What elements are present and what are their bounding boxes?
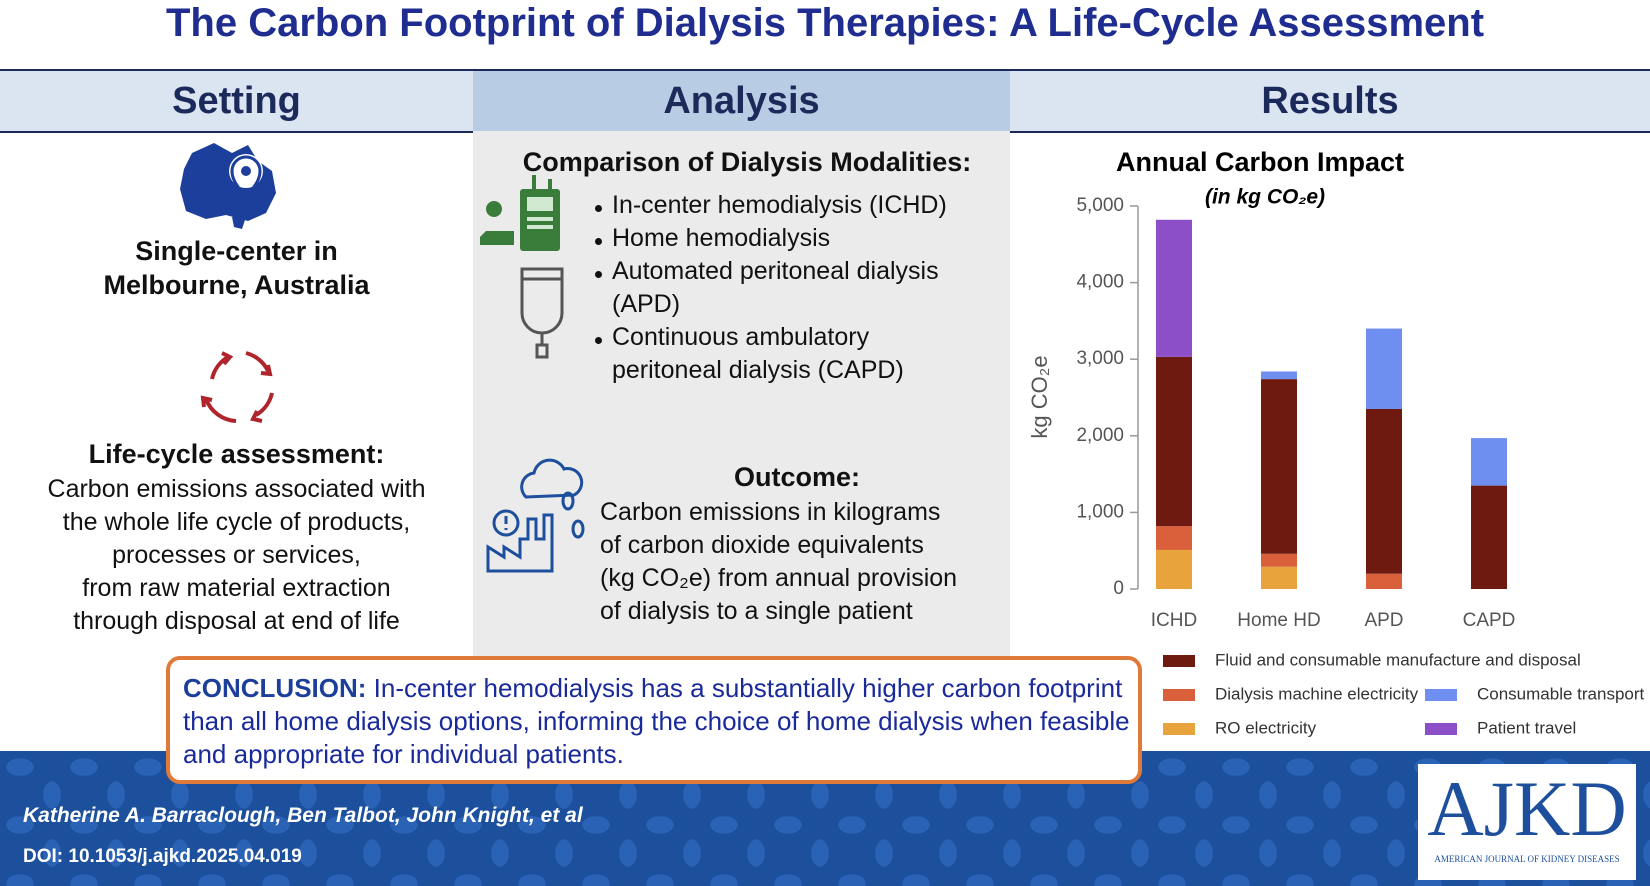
bar-segment [1366, 408, 1402, 574]
icons [180, 143, 585, 573]
conclusion-label: CONCLUSION: [183, 673, 367, 703]
bag-icon [520, 267, 564, 359]
legend-label: Patient travel [1477, 718, 1576, 737]
bar-segment [1261, 553, 1297, 567]
x-tick-label: APD [1364, 610, 1403, 631]
journal-name: AMERICAN JOURNAL OF KIDNEY DISEASES [1434, 854, 1620, 864]
chart: Annual Carbon Impact (in kg CO₂e) kg CO₂… [1027, 147, 1645, 737]
comparison-title: Comparison of Dialysis Modalities: [522, 147, 972, 177]
bar-segment [1156, 356, 1192, 527]
bar-segment [1261, 566, 1297, 589]
bar-segment [1156, 526, 1192, 550]
outcome-title: Outcome: [733, 462, 860, 492]
location: Melbourne, Australia [103, 270, 370, 300]
australia-icon [180, 143, 276, 229]
modality: In-center hemodialysis (ICHD) [612, 191, 947, 219]
bar-segment [1366, 328, 1402, 409]
legend-label: Consumable transport [1477, 684, 1645, 703]
logo-text: AJKD [1427, 765, 1627, 852]
y-tick-label: 5,000 [1076, 195, 1124, 216]
modality: (APD) [612, 290, 681, 318]
authors: Katherine A. Barraclough, Ben Talbot, Jo… [23, 804, 583, 827]
emission-icon [486, 458, 585, 573]
y-tick-label: 2,000 [1076, 425, 1124, 446]
outcome-line: of carbon dioxide equivalents [600, 531, 924, 559]
y-tick-label: 4,000 [1076, 272, 1124, 293]
journal-logo: AJKD AMERICAN JOURNAL OF KIDNEY DISEASES [1418, 764, 1636, 880]
column-header: Analysis [473, 69, 1010, 133]
bar-segment [1156, 549, 1192, 589]
x-tick-label: CAPD [1463, 610, 1516, 631]
legend-label: RO electricity [1215, 718, 1317, 737]
bar-segment [1261, 379, 1297, 554]
cycle-icon [200, 351, 274, 423]
outcome-line: Carbon emissions in kilograms [600, 498, 941, 526]
method-line: the whole life cycle of products, [62, 508, 411, 536]
y-axis-label: kg CO₂e [1027, 355, 1052, 438]
bullet [595, 238, 602, 245]
legend-swatch [1163, 723, 1195, 735]
location: Single-center in [135, 236, 338, 266]
bar-segment [1471, 485, 1507, 589]
conclusion-box [166, 656, 1142, 784]
machine-icon [480, 175, 560, 251]
y-tick-label: 3,000 [1076, 348, 1124, 369]
outcome-line: of dialysis to a single patient [600, 597, 913, 625]
y-tick-label: 0 [1113, 578, 1124, 599]
column-header: Results [1010, 69, 1650, 133]
analysis-panel [473, 131, 1010, 656]
bullet [595, 205, 602, 212]
bar-segment [1471, 438, 1507, 486]
x-tick-label: ICHD [1151, 610, 1197, 631]
bullet [595, 337, 602, 344]
legend-swatch [1425, 689, 1457, 701]
modality: Automated peritoneal dialysis [612, 257, 939, 285]
bar-segment [1156, 219, 1192, 357]
method-line: Carbon emissions associated with [47, 475, 426, 503]
modality: peritoneal dialysis (CAPD) [612, 356, 904, 384]
chart-title: Annual Carbon Impact [1116, 147, 1404, 177]
chart-subtitle: (in kg CO₂e) [1205, 186, 1325, 209]
legend-swatch [1163, 689, 1195, 701]
method-line: from raw material extraction [82, 574, 391, 602]
bar-segment [1366, 573, 1402, 589]
modality: Continuous ambulatory [612, 323, 870, 351]
method-title: Life-cycle assessment: [88, 439, 385, 469]
legend-swatch [1425, 723, 1457, 735]
x-tick-label: Home HD [1237, 610, 1320, 631]
title: The Carbon Footprint of Dialysis Therapi… [165, 1, 1485, 45]
doi: DOI: 10.1053/j.ajkd.2025.04.019 [23, 846, 302, 867]
legend-label: Dialysis machine electricity [1215, 684, 1419, 703]
bullet [595, 271, 602, 278]
y-tick-label: 1,000 [1076, 501, 1124, 522]
conclusion: CONCLUSION: In-center hemodialysis has a… [183, 672, 1133, 771]
method-line: processes or services, [112, 541, 361, 569]
column-header: Setting [0, 69, 473, 133]
legend-swatch [1163, 655, 1195, 667]
method-line: through disposal at end of life [73, 607, 400, 635]
bar-segment [1261, 371, 1297, 380]
outcome-line: (kg CO₂e) from annual provision [600, 564, 958, 592]
legend-label: Fluid and consumable manufacture and dis… [1215, 650, 1581, 669]
modality: Home hemodialysis [612, 224, 831, 252]
conclusion-text: In-center hemodialysis has a substantial… [183, 673, 1130, 769]
